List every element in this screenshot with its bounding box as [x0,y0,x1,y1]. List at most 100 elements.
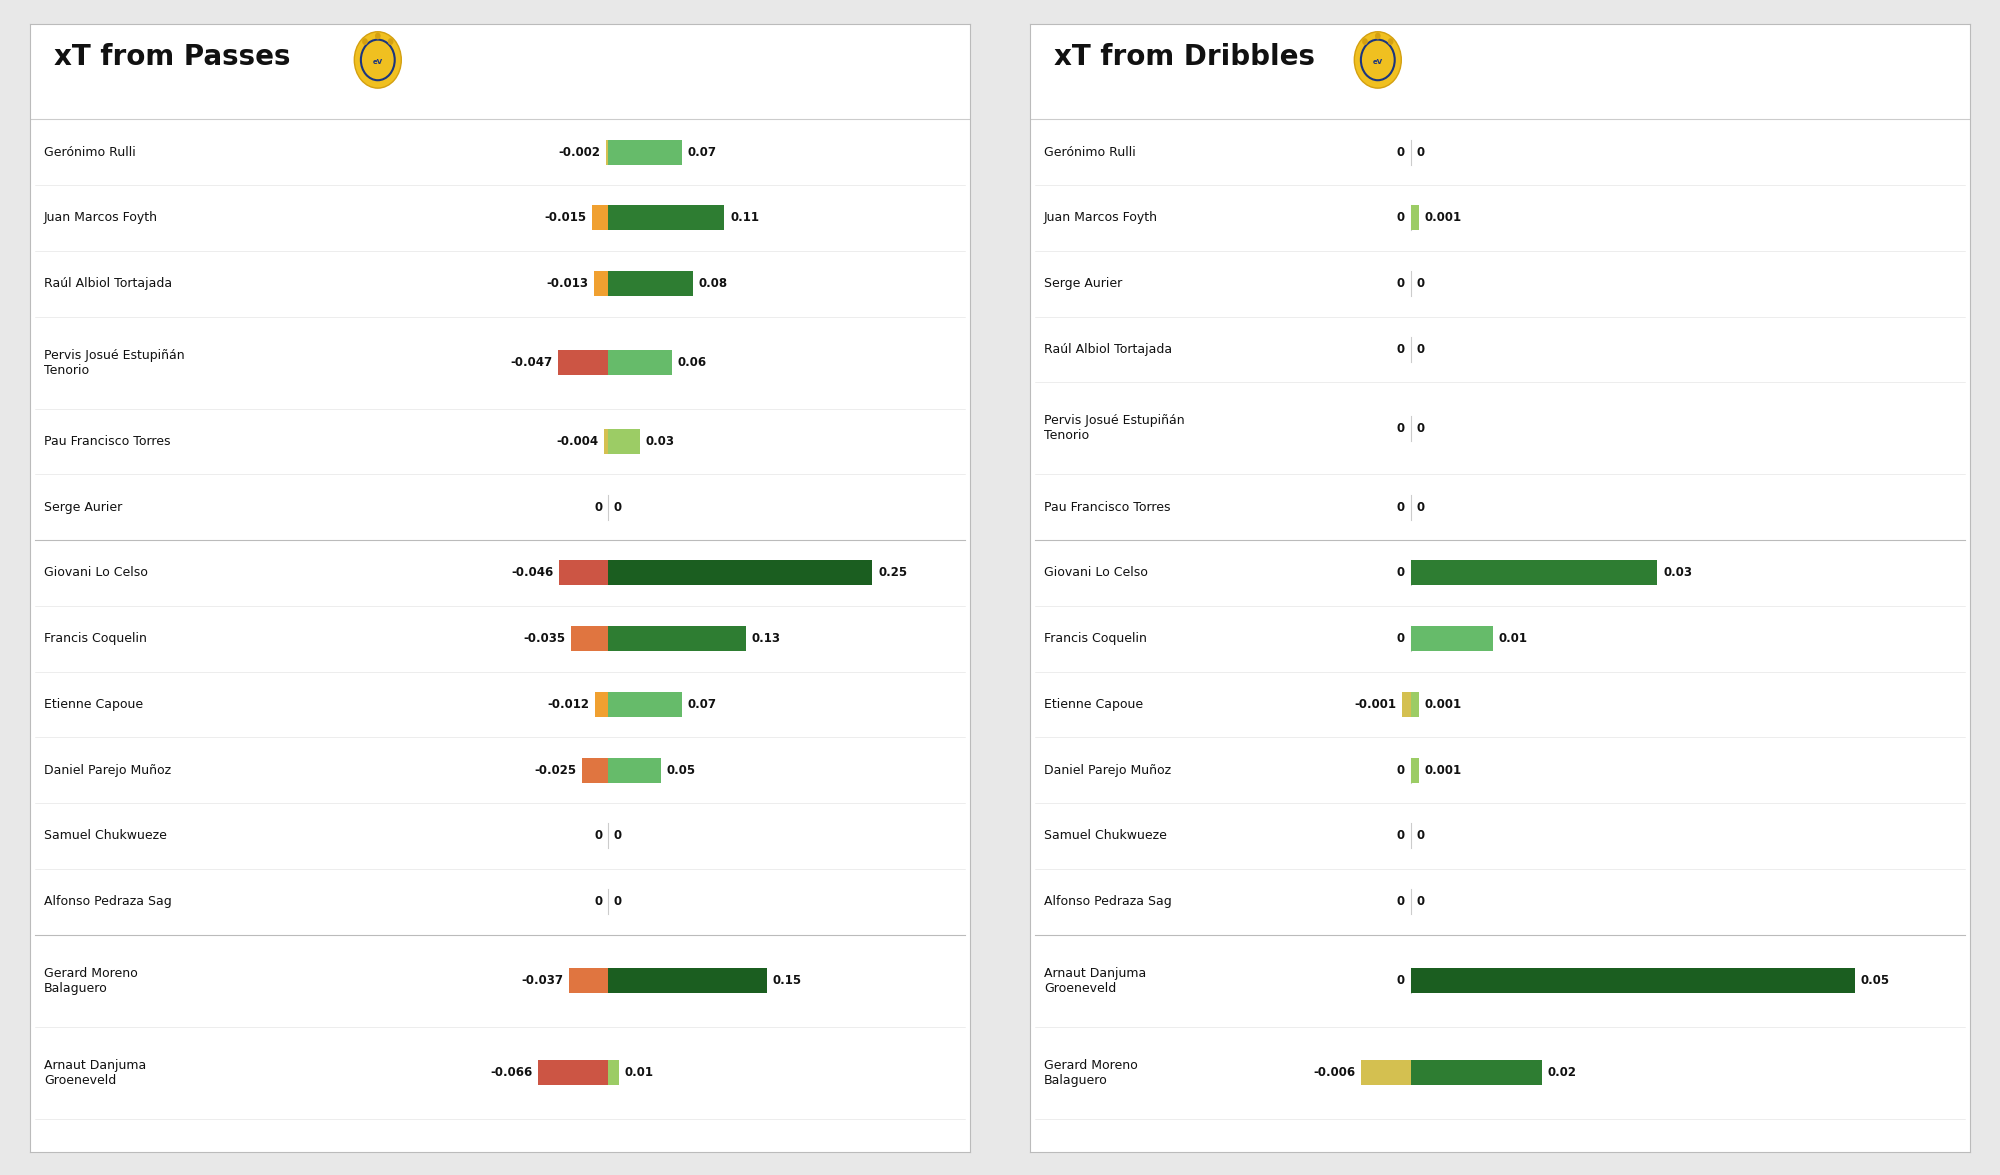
Bar [1410,206,1418,230]
Text: -0.015: -0.015 [544,212,586,224]
Text: 0: 0 [614,501,622,513]
Bar [608,626,746,651]
Text: Arnaut Danjuma
Groeneveld: Arnaut Danjuma Groeneveld [44,1059,146,1087]
Text: 0.13: 0.13 [752,632,780,645]
Text: 0: 0 [1396,895,1406,908]
Text: -0.013: -0.013 [546,277,588,290]
Text: Francis Coquelin: Francis Coquelin [1044,632,1146,645]
Text: 0.06: 0.06 [678,356,706,369]
Text: Raúl Albiol Tortajada: Raúl Albiol Tortajada [1044,343,1172,356]
Text: 0.001: 0.001 [1424,212,1462,224]
Bar [606,140,608,164]
Bar [1410,968,1854,993]
Text: 0: 0 [1416,422,1424,435]
Text: 0.001: 0.001 [1424,764,1462,777]
Text: 0.03: 0.03 [646,435,674,448]
Text: 0.001: 0.001 [1424,698,1462,711]
Text: Pervis Josué Estupiñán
Tenorio: Pervis Josué Estupiñán Tenorio [44,349,184,377]
Text: Giovani Lo Celso: Giovani Lo Celso [44,566,148,579]
Bar [582,758,608,783]
Bar [1402,692,1410,717]
Bar [1410,626,1492,651]
Text: 0: 0 [594,501,602,513]
Bar [1410,758,1418,783]
Circle shape [362,39,368,45]
Text: Alfonso Pedraza Sag: Alfonso Pedraza Sag [44,895,172,908]
Text: 0: 0 [1396,422,1406,435]
Text: Gerard Moreno
Balaguero: Gerard Moreno Balaguero [1044,1059,1138,1087]
Text: 0.01: 0.01 [624,1066,654,1079]
Text: Serge Aurier: Serge Aurier [44,501,122,513]
Text: 0: 0 [1416,343,1424,356]
Text: Serge Aurier: Serge Aurier [1044,277,1122,290]
Text: Pau Francisco Torres: Pau Francisco Torres [44,435,170,448]
Text: Gerónimo Rulli: Gerónimo Rulli [44,146,136,159]
Text: Samuel Chukwueze: Samuel Chukwueze [44,830,166,842]
Text: Juan Marcos Foyth: Juan Marcos Foyth [44,212,158,224]
Bar [572,626,608,651]
Text: Juan Marcos Foyth: Juan Marcos Foyth [1044,212,1158,224]
Text: -0.047: -0.047 [510,356,552,369]
Text: 0: 0 [1396,343,1406,356]
Text: Daniel Parejo Muñoz: Daniel Parejo Muñoz [1044,764,1172,777]
Text: Raúl Albiol Tortajada: Raúl Albiol Tortajada [44,277,172,290]
Text: 0.02: 0.02 [1548,1066,1576,1079]
Bar [608,429,640,454]
Text: Arnaut Danjuma
Groeneveld: Arnaut Danjuma Groeneveld [1044,967,1146,994]
Text: 0: 0 [1396,277,1406,290]
Text: -0.025: -0.025 [534,764,576,777]
Bar [1410,1060,1542,1085]
Text: 0: 0 [594,830,602,842]
Text: -0.035: -0.035 [524,632,566,645]
Text: 0: 0 [1396,830,1406,842]
Bar [608,968,766,993]
Text: 0: 0 [1396,146,1406,159]
Text: 0: 0 [614,830,622,842]
Text: 0: 0 [1416,501,1424,513]
Text: Francis Coquelin: Francis Coquelin [44,632,146,645]
Circle shape [1360,40,1394,80]
Text: 0.03: 0.03 [1664,566,1692,579]
Bar [1410,692,1418,717]
Text: -0.012: -0.012 [548,698,590,711]
Text: Gerónimo Rulli: Gerónimo Rulli [1044,146,1136,159]
Bar [538,1060,608,1085]
Text: Giovani Lo Celso: Giovani Lo Celso [1044,566,1148,579]
Text: 0.25: 0.25 [878,566,908,579]
Bar [568,968,608,993]
Circle shape [1362,39,1368,45]
Text: xT from Dribbles: xT from Dribbles [1054,43,1314,70]
Text: 0.15: 0.15 [772,974,802,987]
Text: 0.05: 0.05 [666,764,696,777]
Bar [558,350,608,375]
Circle shape [1388,39,1394,45]
Text: Etienne Capoue: Etienne Capoue [44,698,144,711]
Circle shape [354,32,402,88]
Text: 0.08: 0.08 [698,277,728,290]
Bar [608,350,672,375]
Bar [1362,1060,1410,1085]
Text: 0: 0 [1396,974,1406,987]
Bar [608,271,692,296]
Text: xT from Passes: xT from Passes [54,43,290,70]
Text: 0.05: 0.05 [1860,974,1890,987]
Text: -0.004: -0.004 [556,435,598,448]
Text: -0.002: -0.002 [558,146,600,159]
Text: eV: eV [1372,59,1382,65]
Text: 0.01: 0.01 [1498,632,1528,645]
Circle shape [388,39,394,45]
Text: 0: 0 [1396,212,1406,224]
Text: Pau Francisco Torres: Pau Francisco Torres [1044,501,1170,513]
Text: 0: 0 [1416,895,1424,908]
Bar [608,758,660,783]
Text: 0: 0 [594,895,602,908]
Text: Alfonso Pedraza Sag: Alfonso Pedraza Sag [1044,895,1172,908]
Text: -0.006: -0.006 [1314,1066,1356,1079]
Bar [608,206,724,230]
Text: Gerard Moreno
Balaguero: Gerard Moreno Balaguero [44,967,138,994]
Circle shape [360,40,394,80]
Bar [592,206,608,230]
Text: 0: 0 [1416,277,1424,290]
Text: 0: 0 [1396,501,1406,513]
Bar [608,1060,618,1085]
